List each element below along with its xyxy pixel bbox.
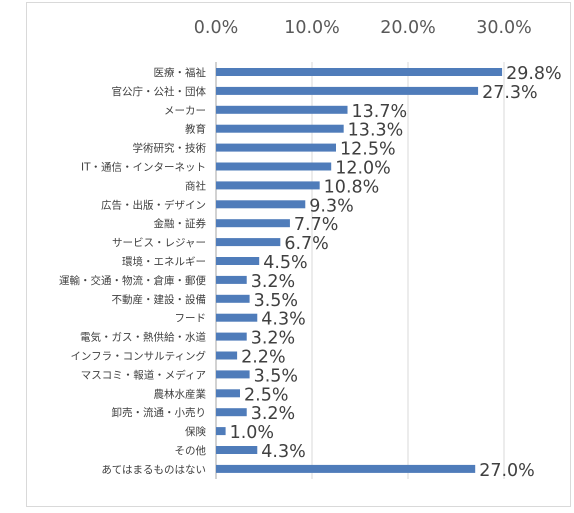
category-label: 学術研究・技術 xyxy=(133,142,207,155)
data-label: 10.8% xyxy=(324,177,380,197)
category-label: 医療・福祉 xyxy=(154,66,207,79)
data-label: 9.3% xyxy=(309,196,353,216)
category-label: IT・通信・インターネット xyxy=(81,162,206,174)
bar xyxy=(216,257,260,265)
bar xyxy=(216,68,503,76)
x-tick-label: 30.0% xyxy=(476,18,532,38)
bar xyxy=(216,294,250,303)
bars xyxy=(216,68,503,473)
category-label: 商社 xyxy=(185,179,206,192)
bar xyxy=(216,389,240,398)
bar xyxy=(216,427,226,436)
category-label: フード xyxy=(175,313,207,325)
data-label: 1.0% xyxy=(230,423,274,443)
data-labels: 29.8%27.3% 13.7%13.3%12.5%12.0%10.8%9.3%7… xyxy=(230,64,562,481)
data-label: 3.2% xyxy=(251,272,295,292)
data-label: 27.3% xyxy=(482,83,538,103)
x-tick-label: 0.0% xyxy=(194,18,238,38)
bar xyxy=(216,351,238,360)
x-tick-labels: 0.0% 10.0% 20.0% 30.0% xyxy=(194,18,532,38)
category-label: 広告・出版・デザイン xyxy=(101,198,206,211)
category-label: 金融・証券 xyxy=(154,217,207,230)
category-label: 官公庁・公社・団体 xyxy=(112,85,207,98)
category-label: その他 xyxy=(175,444,207,457)
bar xyxy=(216,332,247,341)
category-label: インフラ・コンサルティング xyxy=(70,350,206,363)
category-label: 教育 xyxy=(185,123,206,136)
data-label: 12.5% xyxy=(340,140,396,160)
data-label: 12.0% xyxy=(335,159,391,179)
data-label: 3.2% xyxy=(251,404,295,424)
bar xyxy=(216,143,336,152)
data-label: 27.0% xyxy=(479,461,535,481)
data-label: 2.5% xyxy=(244,385,288,405)
data-label: 4.3% xyxy=(261,310,305,330)
bar xyxy=(216,200,306,209)
data-label: 3.5% xyxy=(254,366,298,386)
category-label: 農林水産業 xyxy=(154,387,207,400)
category-label: 不動産・建設・設備 xyxy=(112,293,207,306)
bar xyxy=(216,238,281,247)
data-label: 4.3% xyxy=(261,442,305,462)
category-label: 電気・ガス・熱供給・水道 xyxy=(80,331,206,344)
data-label: 6.7% xyxy=(284,234,328,254)
bar xyxy=(216,313,258,322)
category-label: メーカー xyxy=(164,105,206,117)
bar xyxy=(216,86,479,95)
bar xyxy=(216,105,348,114)
bar xyxy=(216,464,476,473)
x-tick-label: 20.0% xyxy=(380,18,436,38)
category-label: あてはまるものはない xyxy=(101,464,206,476)
bar xyxy=(216,446,258,454)
data-label: 2.2% xyxy=(241,348,285,368)
x-tick-label: 10.0% xyxy=(284,18,340,38)
bar xyxy=(216,219,290,228)
bar xyxy=(216,124,344,133)
data-label: 13.3% xyxy=(348,121,404,141)
data-label: 29.8% xyxy=(506,64,562,84)
bar xyxy=(216,275,247,284)
bar xyxy=(216,162,332,171)
chart-frame xyxy=(26,2,571,507)
category-label: サービス・レジャー xyxy=(112,237,206,249)
data-label: 7.7% xyxy=(294,215,338,235)
bar xyxy=(216,408,247,417)
data-label: 4.5% xyxy=(263,253,307,273)
category-label: 環境・エネルギー xyxy=(122,255,206,268)
data-label: 13.7% xyxy=(352,102,408,122)
data-label: 3.2% xyxy=(251,329,295,349)
category-label: 運輸・交通・物流・倉庫・郵便 xyxy=(59,274,206,287)
bar xyxy=(216,181,320,190)
category-label: 保険 xyxy=(185,425,206,438)
data-label: 3.5% xyxy=(254,291,298,311)
category-label: 卸売・流通・小売り xyxy=(112,406,207,419)
bar xyxy=(216,370,250,379)
category-label: マスコミ・報道・メディア xyxy=(81,368,206,381)
